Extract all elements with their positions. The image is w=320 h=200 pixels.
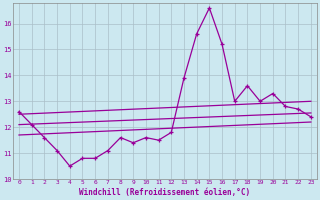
X-axis label: Windchill (Refroidissement éolien,°C): Windchill (Refroidissement éolien,°C) bbox=[79, 188, 251, 197]
